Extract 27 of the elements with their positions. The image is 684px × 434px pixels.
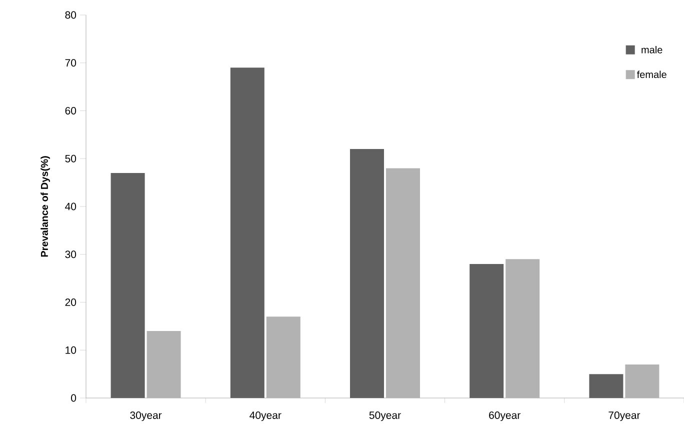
- x-tick-label: 30year: [130, 412, 162, 422]
- legend-label: male: [642, 46, 662, 54]
- bar: [230, 68, 264, 398]
- x-tick-label: 60year: [489, 412, 520, 422]
- y-tick-label: 40: [65, 202, 76, 210]
- bar: [350, 149, 384, 398]
- bar: [506, 259, 540, 398]
- y-tick-label: 60: [65, 107, 76, 114]
- bar: [266, 316, 300, 398]
- x-tick-label: 50year: [369, 412, 401, 422]
- bar: [625, 364, 660, 398]
- x-tick-label: 40year: [250, 412, 282, 422]
- legend-label: female: [636, 70, 666, 78]
- bar: [470, 264, 504, 398]
- bar: [386, 168, 420, 398]
- bar: [589, 374, 624, 398]
- y-tick-label: 30: [65, 250, 76, 258]
- y-tick-label: 70: [65, 59, 76, 67]
- bar: [110, 172, 145, 398]
- x-tick-label: 70year: [608, 412, 640, 422]
- y-tick-label: 50: [65, 154, 76, 162]
- y-tick-label: 10: [66, 346, 76, 354]
- y-axis-title: Prevalance of Dys(%): [40, 156, 50, 257]
- bar: [146, 330, 181, 398]
- y-tick-label: 0: [71, 394, 76, 402]
- y-tick-label: 20: [65, 298, 76, 306]
- y-tick-label: 80: [65, 11, 76, 19]
